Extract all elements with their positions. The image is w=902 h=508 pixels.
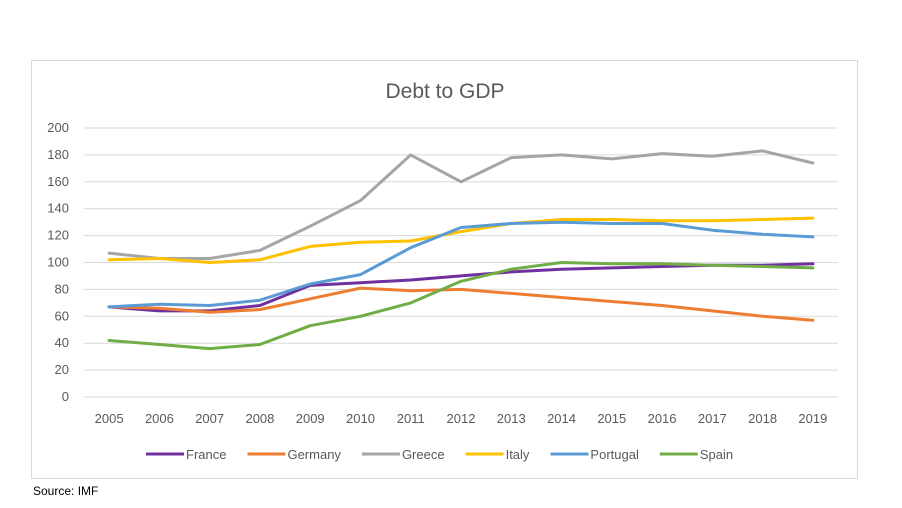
x-tick-label: 2010: [346, 411, 375, 426]
x-tick-label: 2006: [145, 411, 174, 426]
line-chart: Debt to GDP 020406080100120140160180200 …: [47, 80, 838, 462]
y-tick-label: 180: [47, 147, 69, 162]
x-tick-label: 2009: [296, 411, 325, 426]
series-line-germany: [107, 286, 815, 322]
series-lines: [107, 149, 815, 351]
x-tick-label: 2015: [597, 411, 626, 426]
y-tick-label: 80: [55, 281, 69, 296]
x-tick-label: 2016: [648, 411, 677, 426]
legend: France Germany Greece Italy Portugal Spain: [146, 447, 733, 462]
legend-label-greece: Greece: [402, 447, 445, 462]
chart-title: Debt to GDP: [385, 80, 504, 103]
y-axis-ticks: 0 20 40 60 80 100 120 140 160 180 200: [47, 120, 69, 404]
y-tick-label: 40: [55, 335, 69, 350]
y-tick-label: 100: [47, 255, 69, 270]
series-line-italy: [107, 216, 815, 264]
legend-label-spain: Spain: [700, 447, 733, 462]
x-tick-label: 2017: [698, 411, 727, 426]
x-tick-label: 2012: [447, 411, 476, 426]
y-tick-label: 140: [47, 201, 69, 216]
y-tick-label: 20: [55, 362, 69, 377]
x-tick-label: 2014: [547, 411, 576, 426]
y-tick-label: 0: [62, 389, 69, 404]
x-tick-label: 2011: [397, 411, 425, 426]
x-tick-label: 2019: [798, 411, 827, 426]
series-line-spain: [107, 261, 815, 351]
series-line-portugal: [107, 220, 815, 309]
legend-label-germany: Germany: [287, 447, 341, 462]
y-tick-label: 160: [47, 174, 69, 189]
legend-label-portugal: Portugal: [590, 447, 639, 462]
chart-frame: Debt to GDP 0 20 40 60 80 100 120 140 160 180 200 …: [31, 60, 858, 479]
y-tick-label: 60: [55, 308, 69, 323]
x-tick-label: 2007: [195, 411, 224, 426]
legend-label-italy: Italy: [506, 447, 530, 462]
x-tick-label: 2013: [497, 411, 526, 426]
y-tick-label: 200: [47, 120, 69, 135]
source-note: Source: IMF: [33, 484, 99, 498]
y-tick-label: 120: [47, 228, 69, 243]
x-tick-label: 2018: [748, 411, 777, 426]
legend-label-france: France: [186, 447, 226, 462]
x-tick-label: 2008: [245, 411, 274, 426]
series-line-greece: [107, 149, 815, 260]
x-tick-label: 2005: [95, 411, 124, 426]
x-axis-ticks: 2005 2006 2007 2008 2009 2010 2011 2012 2013 2014…: [95, 411, 828, 426]
